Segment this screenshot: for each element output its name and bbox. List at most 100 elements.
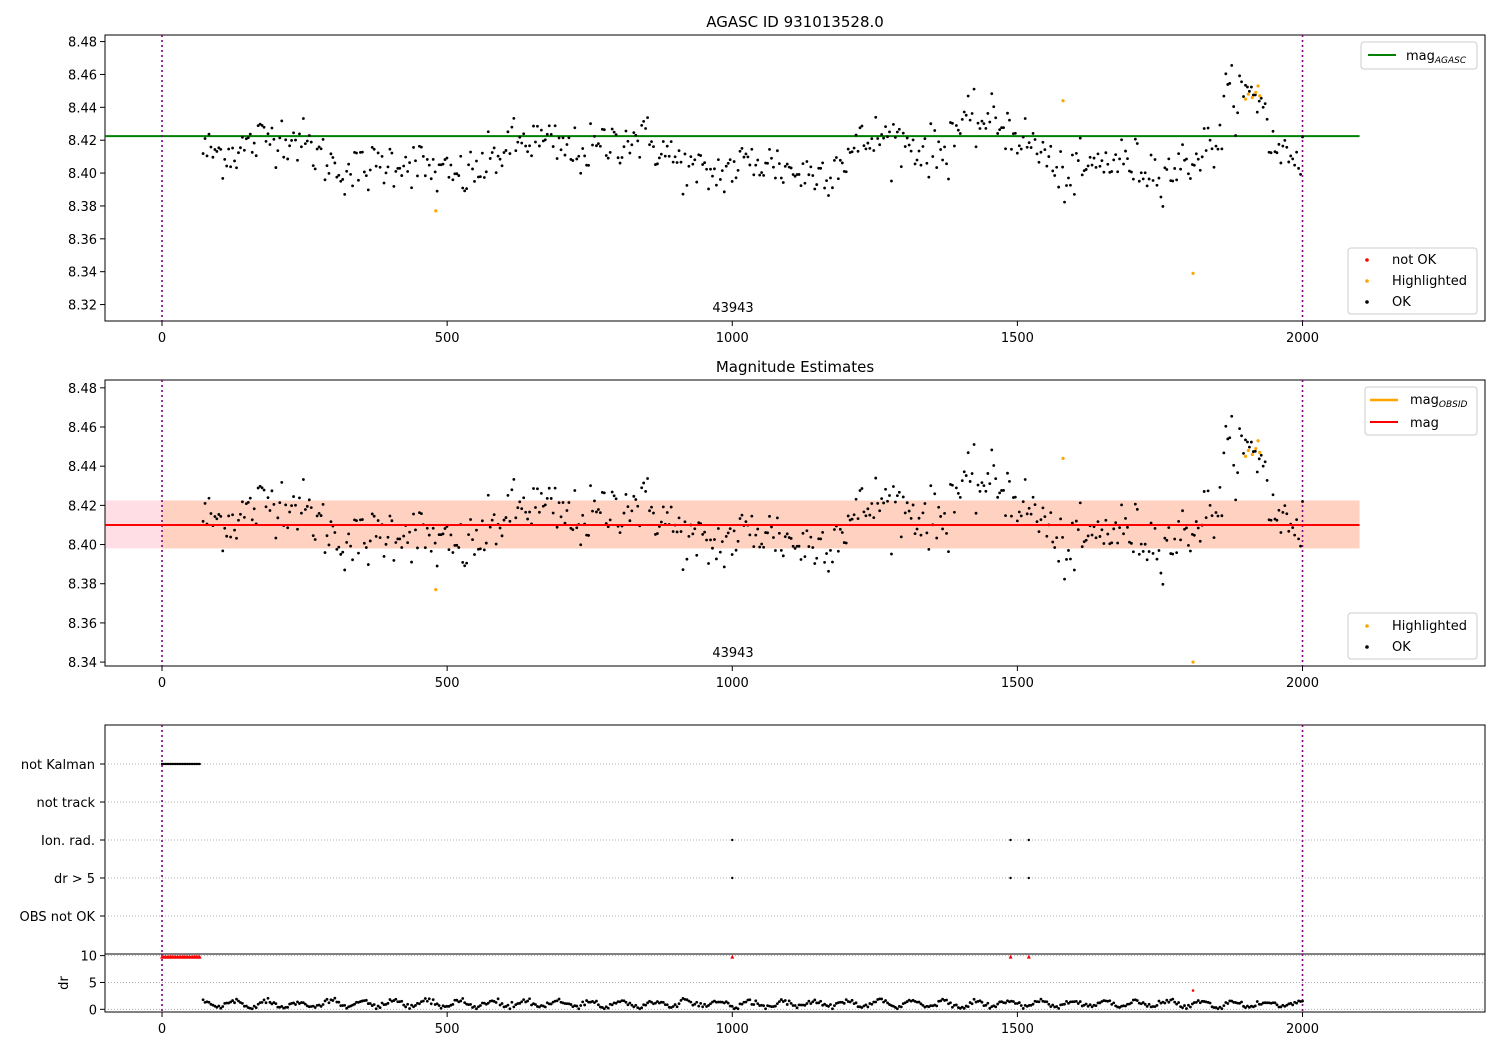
ok-point	[571, 159, 575, 162]
ok-point	[768, 147, 771, 151]
ok-point	[1072, 193, 1076, 196]
ok-point	[984, 489, 988, 493]
ok-point	[333, 531, 337, 534]
ok-point	[262, 488, 266, 492]
ok-point	[742, 155, 746, 159]
ok-point	[492, 146, 496, 150]
ok-point	[532, 124, 535, 128]
dr-point	[538, 1005, 541, 1009]
dr-point	[799, 1003, 803, 1007]
ok-point	[677, 149, 681, 153]
ok-point	[561, 501, 565, 504]
ok-point	[986, 472, 990, 475]
ok-point	[1173, 167, 1177, 170]
ok-point	[614, 133, 618, 137]
ok-point	[343, 568, 347, 572]
dr-point	[793, 1004, 797, 1007]
dr-point	[549, 1002, 553, 1006]
x-tick-label: 2000	[1286, 331, 1319, 346]
ok-point	[1015, 151, 1019, 155]
ok-point	[1027, 506, 1031, 510]
ok-point	[1236, 111, 1240, 115]
dr-point	[1230, 999, 1234, 1003]
ok-point	[868, 146, 872, 150]
dr-point	[831, 1007, 834, 1011]
ok-point	[1194, 520, 1198, 523]
ok-point	[1161, 582, 1165, 586]
ok-point	[1295, 518, 1299, 522]
dr-point	[595, 999, 598, 1003]
ok-point	[368, 168, 372, 172]
dr-point	[703, 1002, 707, 1006]
ok-point	[952, 510, 956, 514]
ok-point	[461, 560, 465, 564]
ok-point	[650, 140, 653, 144]
ok-point	[388, 147, 392, 151]
ok-point	[1096, 152, 1100, 156]
ok-point	[390, 519, 394, 523]
ok-point	[520, 507, 524, 511]
ok-point	[1153, 158, 1157, 161]
ok-point	[952, 144, 956, 148]
ok-point	[1122, 532, 1125, 536]
ok-point	[775, 516, 779, 520]
ok-point	[779, 548, 783, 552]
ok-point	[1092, 156, 1096, 160]
ok-point	[260, 486, 264, 490]
dr-point	[1057, 1006, 1061, 1010]
ok-point	[390, 151, 394, 155]
dr-point	[1110, 1003, 1114, 1006]
dr-point	[893, 1006, 897, 1009]
dr-point	[394, 997, 398, 1001]
ok-point	[597, 508, 600, 511]
ok-point	[793, 546, 797, 550]
flag-point	[177, 762, 181, 766]
ok-point	[362, 541, 366, 545]
ok-point	[553, 486, 557, 490]
dr-point	[374, 1007, 378, 1011]
ok-point	[311, 164, 315, 167]
dr-point	[663, 1003, 667, 1007]
ok-point	[1198, 539, 1202, 543]
dr-point	[380, 1001, 384, 1005]
ok-point	[718, 178, 722, 181]
ok-point	[713, 167, 716, 171]
ok-point	[455, 543, 459, 547]
flag-point	[196, 762, 200, 766]
ok-point	[888, 494, 891, 497]
ok-point	[1106, 532, 1110, 536]
ok-point	[1295, 150, 1299, 154]
ok-point	[628, 519, 632, 523]
ok-point	[237, 151, 240, 155]
ok-point	[1234, 498, 1238, 502]
ok-point	[868, 513, 872, 517]
ok-point	[1124, 149, 1127, 153]
dr-point	[396, 1000, 400, 1004]
dr-point	[1031, 1002, 1035, 1006]
ok-point	[1086, 534, 1090, 538]
panel2-legend-mag-obsid: mag	[1410, 393, 1439, 408]
ok-point	[746, 155, 750, 159]
ok-point	[262, 125, 266, 129]
ok-point	[396, 166, 400, 170]
ok-point	[892, 485, 895, 488]
y-tick-label: 8.42	[68, 134, 97, 149]
ok-point	[1055, 165, 1059, 169]
dr-point	[555, 999, 559, 1003]
ok-point	[1031, 131, 1035, 135]
ok-point	[408, 530, 411, 534]
ok-point	[315, 514, 319, 518]
ok-point	[1257, 457, 1261, 461]
ok-point	[506, 493, 510, 497]
ok-point	[268, 143, 272, 146]
ok-point	[1287, 529, 1291, 533]
ok-point	[669, 505, 673, 509]
dr-point	[661, 1001, 665, 1004]
ok-point	[988, 120, 992, 124]
ok-point	[1151, 552, 1155, 555]
ok-point	[1269, 518, 1273, 522]
ok-point	[825, 179, 828, 183]
ok-point	[496, 154, 500, 158]
ok-point	[813, 187, 817, 191]
ok-point	[1008, 480, 1011, 483]
